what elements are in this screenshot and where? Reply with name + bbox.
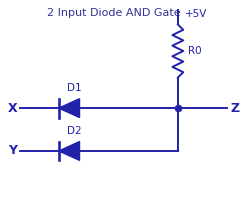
Text: D2: D2 [67, 125, 82, 136]
Text: Z: Z [230, 102, 239, 115]
Text: D1: D1 [67, 83, 82, 93]
Text: X: X [8, 102, 17, 115]
Text: R0: R0 [188, 46, 201, 56]
Polygon shape [59, 142, 80, 160]
Text: Y: Y [8, 144, 17, 157]
Text: +5V: +5V [185, 9, 208, 19]
Polygon shape [59, 99, 80, 118]
Text: 2 Input Diode AND Gate: 2 Input Diode AND Gate [47, 8, 180, 18]
